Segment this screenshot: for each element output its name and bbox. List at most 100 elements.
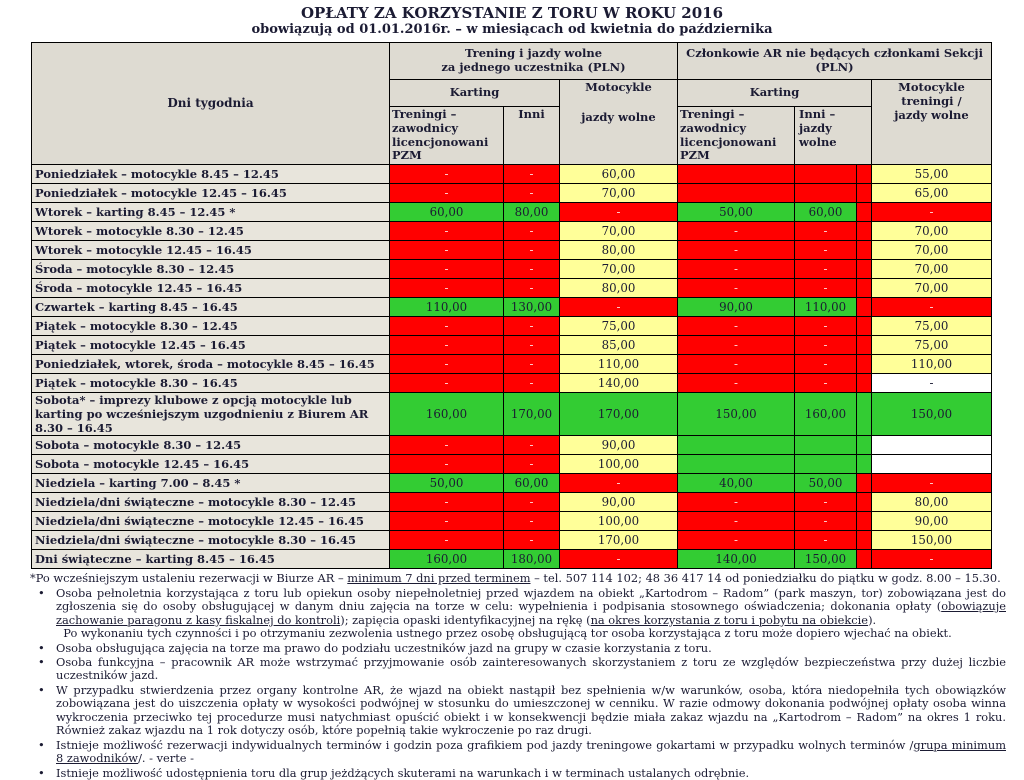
price-cell: 80,00 — [559, 278, 678, 299]
price-cell — [677, 164, 795, 185]
price-cell — [856, 511, 872, 532]
price-cell: - — [503, 259, 560, 280]
page-subtitle: obowiązują od 01.01.2016r. – w miesiącac… — [251, 22, 773, 37]
price-cell: 60,00 — [794, 202, 857, 223]
price-cell: 180,00 — [503, 549, 560, 570]
price-cell: 60,00 — [389, 202, 504, 223]
row-label: Wtorek – karting 8.45 – 12.45 * — [31, 202, 390, 223]
note-bullet-item: • Osoba funkcyjna – pracownik AR może wst… — [30, 654, 1006, 683]
price-cell: 170,00 — [559, 392, 678, 437]
bullet-icon: • — [38, 682, 45, 697]
price-cell — [794, 164, 857, 185]
price-cell — [871, 454, 992, 475]
underlined-text: minimum 7 dni przed terminem — [347, 571, 531, 586]
price-cell: - — [503, 335, 560, 356]
price-cell: - — [794, 316, 857, 337]
price-cell: - — [389, 183, 504, 204]
row-label: Dni świąteczne – karting 8.45 – 16.45 — [31, 549, 390, 570]
price-cell: 130,00 — [503, 297, 560, 318]
price-cell — [794, 435, 857, 456]
price-cell: 55,00 — [871, 164, 992, 185]
price-cell: - — [794, 511, 857, 532]
price-cell: 50,00 — [794, 473, 857, 494]
price-cell: 110,00 — [871, 354, 992, 375]
header-group-czlonkowie-line2: (PLN) — [815, 60, 854, 74]
price-cell: - — [503, 530, 560, 551]
price-cell: 150,00 — [677, 392, 795, 437]
price-cell: 60,00 — [559, 164, 678, 185]
table-row: Wtorek – motocykle 8.30 – 12.45- -70,00- -… — [31, 221, 992, 242]
price-cell: - — [794, 221, 857, 242]
price-cell: - — [389, 240, 504, 261]
header-inni-left: Inni — [503, 105, 560, 166]
price-cell: 110,00 — [559, 354, 678, 375]
bullet-icon: • — [38, 654, 45, 669]
header-motocykle-right: Motocykle treningi / jazdy wolne — [871, 78, 992, 166]
table-row: Wtorek – karting 8.45 – 12.45 * 60,00 80,0… — [31, 202, 992, 223]
price-cell: 100,00 — [559, 454, 678, 475]
price-cell — [856, 316, 872, 337]
row-label: Środa – motocykle 8.30 – 12.45 — [31, 259, 390, 280]
table-row: Piątek – motocykle 8.30 – 12.45- -75,00- -… — [31, 316, 992, 337]
header-group-czlonkowie: Członkowie AR nie będących członkami Sek… — [677, 42, 992, 80]
table-row: Czwartek – karting 8.45 – 16.45 110,00 130… — [31, 297, 992, 318]
header-group-trening-line2: za jednego uczestnika (PLN) — [441, 60, 626, 74]
price-cell: - — [871, 202, 992, 223]
header-group-czlonkowie-line1: Członkowie AR nie będących członkami Sek… — [686, 46, 983, 61]
note-bullet-item: • Osoba pełnoletnia korzystająca z toru l… — [30, 586, 1006, 641]
price-cell: 50,00 — [677, 202, 795, 223]
table-row: Piątek – motocykle 12.45 – 16.45- -85,00-… — [31, 335, 992, 356]
price-cell — [677, 183, 795, 204]
header-group-trening-line1: Trening i jazdy wolne — [464, 46, 603, 61]
price-cell — [856, 435, 872, 456]
table-row: Sobota* – imprezy klubowe z opcją motocy… — [31, 392, 992, 437]
price-cell: - — [389, 278, 504, 299]
table-row: Niedziela – karting 7.00 – 8.45 * 50,00 60… — [31, 473, 992, 494]
bullet-icon: • — [38, 765, 45, 780]
price-cell — [856, 530, 872, 551]
row-label: Wtorek – motocykle 12.45 – 16.45 — [31, 240, 390, 261]
price-cell: - — [389, 316, 504, 337]
price-cell: - — [677, 335, 795, 356]
price-cell: 85,00 — [559, 335, 678, 356]
table-row: Piątek – motocykle 8.30 – 16.45- -140,00-… — [31, 373, 992, 394]
price-cell: 140,00 — [559, 373, 678, 394]
row-label: Niedziela/dni świąteczne – motocykle 8.3… — [31, 492, 390, 513]
price-cell: 80,00 — [559, 240, 678, 261]
row-label: Niedziela – karting 7.00 – 8.45 * — [31, 473, 390, 494]
price-cell: 70,00 — [871, 240, 992, 261]
price-cell — [677, 435, 795, 456]
table-row: Środa – motocykle 8.30 – 12.45- -70,00- -7… — [31, 259, 992, 280]
price-cell — [856, 354, 872, 375]
price-cell: 90,00 — [559, 435, 678, 456]
note-text: Istnieje możliwość udostępnienia toru dl… — [56, 765, 750, 780]
notes-section: *Po wcześniejszym ustaleniu rezerwacji w… — [30, 572, 1006, 780]
price-cell: 170,00 — [559, 530, 678, 551]
price-cell: - — [794, 373, 857, 394]
price-cell: - — [559, 297, 678, 318]
price-cell — [856, 549, 872, 570]
price-cell: 90,00 — [871, 511, 992, 532]
note-text: W przypadku stwierdzenia przez organy ko… — [56, 682, 1006, 738]
price-cell: - — [871, 297, 992, 318]
price-cell: 100,00 — [559, 511, 678, 532]
header-karting-right: Karting — [677, 79, 872, 107]
price-cell: - — [677, 492, 795, 513]
table-row: Niedziela/dni świąteczne – motocykle 12.… — [31, 511, 992, 532]
bullet-icon: • — [38, 737, 45, 752]
price-cell: - — [389, 221, 504, 242]
footnote: *Po wcześniejszym ustaleniu rezerwacji w… — [30, 572, 1006, 585]
price-cell: 65,00 — [871, 183, 992, 204]
price-table-body: Poniedziałek – motocykle 8.45 – 12.45- -6… — [31, 164, 992, 570]
note-text: Istnieje możliwość rezerwacji indywidual… — [56, 737, 914, 752]
note-bullet-item: • Istnieje możliwość rezerwacji indywidua… — [30, 737, 1006, 766]
price-cell: - — [503, 511, 560, 532]
note-text: – tel. 507 114 102; 48 36 417 14 od poni… — [530, 571, 1001, 586]
price-cell: - — [677, 259, 795, 280]
underlined-text: obowiązuje zachowanie paragonu z kasy fi… — [56, 599, 1006, 627]
price-cell — [856, 183, 872, 204]
note-text: Osoba funkcyjna – pracownik AR może wstr… — [56, 654, 1006, 683]
price-cell: - — [794, 240, 857, 261]
price-cell: - — [794, 278, 857, 299]
price-cell: - — [677, 221, 795, 242]
